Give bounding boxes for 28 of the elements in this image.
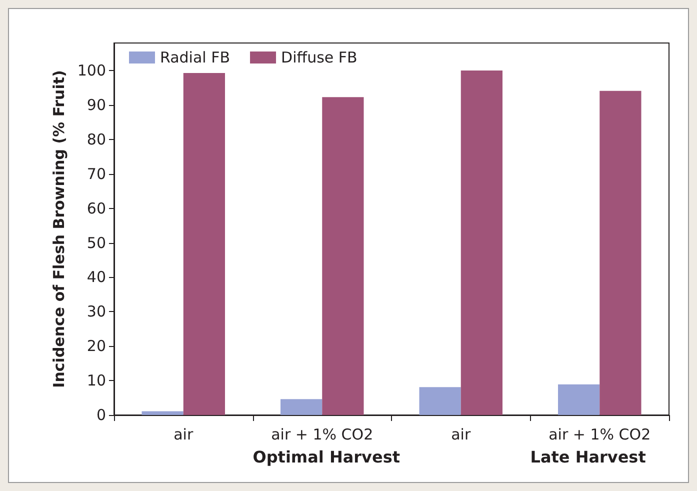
y-tick-label: 90: [86, 96, 106, 114]
x-tick-label: air: [174, 426, 194, 444]
bar: [600, 90, 642, 415]
bar: [183, 72, 225, 415]
x-tick-label: air: [451, 426, 472, 444]
y-tick-label: 80: [86, 130, 106, 148]
x-tick-label: air + 1% CO2: [271, 426, 374, 444]
bar: [419, 387, 461, 415]
y-tick-label: 10: [86, 372, 106, 390]
y-axis-title: Incidence of Flesh Browning (% Fruit): [50, 70, 68, 388]
y-tick-label: 0: [96, 406, 106, 424]
y-tick-label: 20: [86, 337, 106, 356]
bar: [558, 384, 600, 415]
text: Late Harvest: [530, 448, 646, 466]
bar: [460, 70, 502, 415]
legend-label: Diffuse FB: [281, 48, 358, 66]
y-tick-label: 60: [86, 199, 106, 218]
bar: [142, 411, 184, 415]
text: Optimal Harvest: [252, 448, 400, 466]
y-tick-label: 70: [86, 164, 106, 183]
y-tick-label: 40: [86, 268, 106, 286]
bar: [322, 97, 364, 415]
y-tick-label: 100: [77, 62, 106, 80]
x-tick-label: air + 1% CO2: [548, 426, 651, 444]
y-tick-label: 30: [86, 302, 106, 321]
bar: [280, 399, 322, 415]
y-tick-label: 50: [86, 234, 106, 252]
legend-label: Radial FB: [160, 48, 230, 66]
